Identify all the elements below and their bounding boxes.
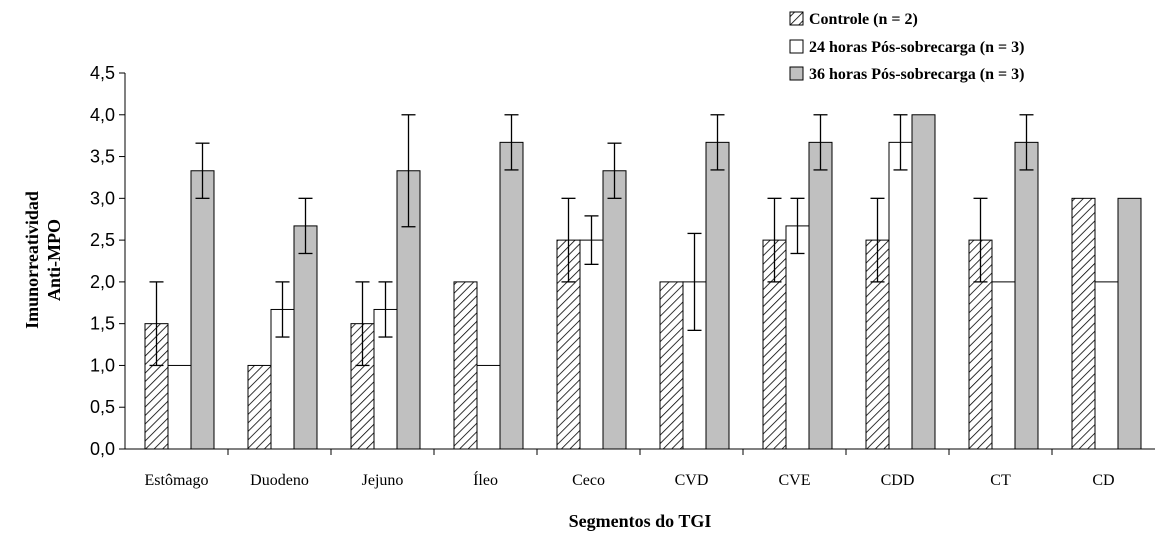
bar-series-3 (602, 170, 627, 450)
bar-series-2 (785, 225, 810, 450)
x-tick-label: CVD (675, 472, 709, 489)
y-tick-label: 4,5 (90, 63, 115, 83)
x-axis-title: Segmentos do TGI (569, 511, 712, 531)
legend: Controle (n = 2) 24 horas Pós-sobrecarga… (789, 11, 1024, 83)
bar-series-2 (167, 364, 192, 450)
x-tick-label: CVE (779, 472, 811, 489)
y-tick-label: 3,0 (90, 188, 115, 208)
x-tick-label: CDD (881, 472, 915, 489)
bar-series-2 (991, 281, 1016, 450)
y-tick-label: 3,5 (90, 147, 115, 167)
bar-series-3 (911, 114, 936, 450)
x-tick-label: Íleo (473, 470, 498, 489)
legend-swatch-24h (789, 39, 804, 54)
legend-label-24h: 24 horas Pós-sobrecarga (n = 3) (809, 39, 1024, 56)
legend-label-controle: Controle (n = 2) (809, 11, 918, 28)
legend-swatch-36h (789, 66, 804, 81)
y-tick-label: 0,0 (90, 439, 115, 459)
bar-series-1 (659, 281, 684, 450)
y-tick-label: 2,0 (90, 272, 115, 292)
bar-series-1 (453, 281, 478, 450)
x-tick-label: Jejuno (362, 472, 404, 489)
y-tick-label: 0,5 (90, 397, 115, 417)
y-axis-title-line-1: Imunorreatividad (22, 191, 42, 329)
x-tick-label: Duodeno (250, 472, 309, 489)
bar-series-1 (1071, 197, 1096, 450)
bar-series-2 (579, 239, 604, 450)
bar-series-3 (1117, 197, 1142, 450)
legend-swatch-controle (789, 11, 804, 26)
plot-area: 0,0 0,5 1,0 1,5 2,0 2,5 3,0 3,5 4,0 4,5 Estômago Du… (90, 63, 1155, 489)
bar-series-3 (190, 170, 215, 450)
x-tick-label: CT (990, 472, 1011, 489)
bar-series-3 (1014, 141, 1039, 450)
bar-series-2 (888, 141, 913, 450)
y-tick-label: 1,5 (90, 314, 115, 334)
bar-series-2 (476, 364, 501, 450)
bar-series-3 (499, 141, 524, 450)
x-tick-label: Ceco (572, 472, 605, 489)
bar-series-3 (293, 225, 318, 450)
legend-label-36h: 36 horas Pós-sobrecarga (n = 3) (809, 66, 1024, 83)
bar-series-3 (705, 141, 730, 450)
bar-series-1 (247, 364, 272, 450)
x-tick-label: Estômago (145, 472, 209, 489)
x-tick-label: CD (1092, 472, 1114, 489)
y-tick-label: 2,5 (90, 230, 115, 250)
y-tick-label: 4,0 (90, 105, 115, 125)
y-axis-title-line-2: Anti-MPO (44, 219, 64, 301)
bar-series-3 (808, 141, 833, 450)
bar-series-2 (1094, 281, 1119, 450)
y-tick-label: 1,0 (90, 355, 115, 375)
